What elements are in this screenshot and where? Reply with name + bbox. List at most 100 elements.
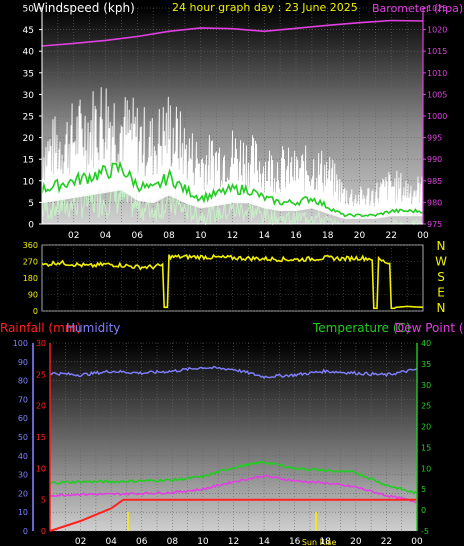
wind-tick-label: 30 xyxy=(23,91,35,101)
compass-label: W xyxy=(435,255,447,269)
x-tick-label: 10 xyxy=(195,231,207,241)
x-tick-label: 02 xyxy=(75,537,86,546)
rainfall-tick-label: 10 xyxy=(36,464,46,473)
humidity-tick-label: 40 xyxy=(18,452,28,461)
x-tick-label: 14 xyxy=(259,231,271,241)
x-tick-label: 20 xyxy=(350,537,362,546)
x-tick-label: 08 xyxy=(163,231,175,241)
barometer-tick-label: 1010 xyxy=(427,69,447,78)
x-tick-label: 20 xyxy=(354,231,366,241)
humidity-tick-label: 30 xyxy=(18,471,28,480)
humidity-tick-label: 0 xyxy=(23,527,28,536)
rainfall-tick-label: 15 xyxy=(36,433,46,442)
dew-point-axis-title: Dew Point (C) xyxy=(395,321,464,335)
x-tick-label: 06 xyxy=(136,537,148,546)
wind-tick-label: 40 xyxy=(23,48,35,58)
humidity-series xyxy=(49,365,418,380)
temperature-tick-label: 35 xyxy=(421,360,431,369)
humidity-tick-label: 60 xyxy=(18,414,28,423)
temperature-tick-label: 20 xyxy=(421,423,431,432)
gust-wind-series xyxy=(41,87,424,219)
humidity-tick-label: 50 xyxy=(18,433,28,442)
rainfall-axis-title: Rainfall (mm) xyxy=(0,321,81,335)
temperature-tick-label: 25 xyxy=(421,402,431,411)
direction-tick-label: 180 xyxy=(23,274,38,283)
wind-tick-label: 10 xyxy=(23,177,35,187)
barometer-tick-label: 1005 xyxy=(427,90,447,99)
x-tick-label: 22 xyxy=(381,537,392,546)
humidity-tick-label: 100 xyxy=(13,339,28,348)
temperature-series xyxy=(49,460,418,495)
wind-tick-label: 20 xyxy=(23,134,35,144)
wind-tick-label: 15 xyxy=(23,156,34,166)
wind-tick-label: 50 xyxy=(23,5,35,15)
barometer-tick-label: 1015 xyxy=(427,47,447,56)
sun-rise-label: Sun Rise xyxy=(302,538,337,546)
x-tick-label: 18 xyxy=(320,537,332,546)
wind-tick-label: 0 xyxy=(28,221,34,231)
wind-direction-series xyxy=(41,253,424,310)
x-tick-label: 12 xyxy=(228,537,239,546)
x-tick-label: 00 xyxy=(411,537,423,546)
compass-label: E xyxy=(437,286,445,300)
x-tick-label: 04 xyxy=(100,231,112,241)
x-tick-label: 12 xyxy=(227,231,238,241)
temperature-tick-label: 10 xyxy=(421,464,431,473)
temperature-tick-label: -5 xyxy=(421,527,429,536)
humidity-tick-label: 20 xyxy=(18,489,28,498)
direction-tick-label: 360 xyxy=(23,241,38,250)
humidity-tick-label: 90 xyxy=(18,358,28,367)
avg-wind-series xyxy=(41,160,424,218)
x-tick-label: 06 xyxy=(132,231,144,241)
rainfall-tick-label: 20 xyxy=(36,402,46,411)
compass-label: S xyxy=(437,270,445,284)
barometer-tick-label: 975 xyxy=(427,220,442,229)
humidity-tick-label: 70 xyxy=(18,395,28,404)
barometer-tick-label: 990 xyxy=(427,155,442,164)
x-tick-label: 18 xyxy=(322,231,334,241)
rainfall-series xyxy=(49,498,417,532)
humidity-tick-label: 80 xyxy=(18,377,28,386)
x-tick-label: 00 xyxy=(417,231,429,241)
direction-tick-label: 90 xyxy=(28,291,38,300)
barometer-tick-label: 995 xyxy=(427,134,442,143)
x-tick-label: 04 xyxy=(105,537,117,546)
wind-axis-title: Windspeed (kph) xyxy=(33,1,135,15)
barometer-series xyxy=(41,19,424,47)
wind-tick-label: 45 xyxy=(23,26,34,36)
barometer-tick-label: 985 xyxy=(427,177,442,186)
x-tick-label: 16 xyxy=(289,537,301,546)
temperature-axis-title: Temperature (C) xyxy=(312,321,411,335)
temperature-tick-label: 0 xyxy=(421,506,426,515)
chart-title: 24 hour graph day : 23 June 2025 xyxy=(172,1,358,14)
compass-label: N xyxy=(437,301,446,315)
dew-point-series xyxy=(49,474,418,504)
barometer-tick-label: 980 xyxy=(427,198,442,207)
barometer-tick-label: 1000 xyxy=(427,112,447,121)
barometer-tick-label: 1025 xyxy=(427,4,447,13)
direction-tick-label: 270 xyxy=(23,258,38,267)
humidity-axis-title: Humidity xyxy=(66,321,120,335)
temperature-tick-label: 5 xyxy=(421,485,426,494)
x-tick-label: 10 xyxy=(197,537,209,546)
x-tick-label: 02 xyxy=(68,231,79,241)
x-tick-label: 22 xyxy=(386,231,397,241)
rainfall-tick-label: 0 xyxy=(41,527,46,536)
temperature-tick-label: 40 xyxy=(421,339,431,348)
temperature-tick-label: 30 xyxy=(421,381,431,390)
rainfall-tick-label: 5 xyxy=(41,496,46,505)
direction-tick-label: 0 xyxy=(33,307,38,316)
wind-tick-label: 5 xyxy=(28,199,34,209)
barometer-axis-title: Barometer (hpa) xyxy=(372,2,463,15)
barometer-tick-label: 1020 xyxy=(427,26,447,35)
rainfall-tick-label: 30 xyxy=(36,339,46,348)
x-tick-label: 14 xyxy=(258,537,270,546)
x-tick-label: 16 xyxy=(290,231,302,241)
wind-tick-label: 35 xyxy=(23,69,34,79)
temperature-tick-label: 15 xyxy=(421,443,431,452)
compass-label: N xyxy=(437,239,446,253)
x-tick-label: 08 xyxy=(167,537,179,546)
wind-tick-label: 25 xyxy=(23,113,34,123)
rainfall-tick-label: 25 xyxy=(36,370,46,379)
